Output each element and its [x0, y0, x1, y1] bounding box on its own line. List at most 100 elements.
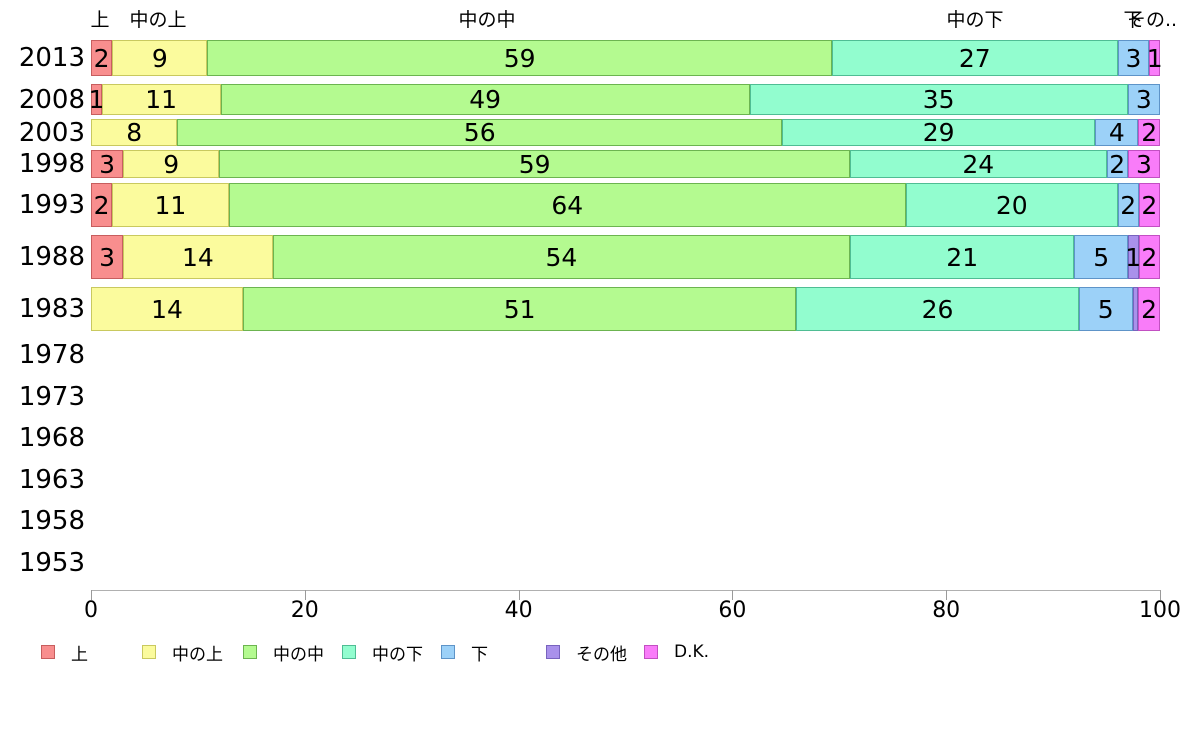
bar-segment: 11 [112, 183, 229, 227]
segment-value-label: 21 [946, 242, 979, 272]
segment-value-label: 24 [962, 149, 995, 179]
segment-value-label: 1 [1146, 43, 1163, 73]
bar-segment [1132, 287, 1139, 331]
segment-value-label: 8 [126, 118, 143, 147]
bar-segment: 1 [1125, 235, 1141, 279]
bar-segment: 14 [123, 235, 273, 279]
segment-value-label: 54 [545, 242, 578, 272]
bar-segment: 2 [1106, 149, 1128, 179]
bar-segment: 35 [749, 84, 1128, 115]
x-axis-line [91, 590, 1160, 591]
legend-swatch [342, 645, 356, 659]
legend-label: 上 [71, 644, 88, 665]
bar-segment: 11 [101, 84, 221, 115]
year-axis-label: 1968 [18, 423, 85, 453]
x-axis-tick-label: 0 [84, 598, 98, 623]
segment-value-label: 9 [151, 43, 168, 73]
x-axis-tick-label: 20 [290, 598, 319, 623]
bar-segment: 14 [91, 287, 243, 331]
bar-segment: 27 [831, 40, 1118, 76]
bar-segment: 2 [1138, 118, 1160, 147]
segment-value-label: 11 [145, 85, 178, 114]
top-category-label: 中の上 [129, 9, 187, 31]
top-category-label: 中の中 [458, 9, 516, 31]
x-axis-tick-label: 40 [504, 598, 533, 623]
segment-value-label: 2 [1141, 190, 1158, 220]
legend-item-中の下: 中の下 [342, 638, 423, 666]
segment-value-label: 5 [1097, 294, 1114, 324]
bar-segment: 3 [1127, 149, 1160, 179]
top-category-label: 下 [1123, 9, 1143, 31]
segment-value-label: 35 [922, 85, 955, 114]
legend-label: D.K. [674, 642, 710, 662]
segment-value-label: 3 [1125, 43, 1142, 73]
segment-value-label: 20 [995, 190, 1028, 220]
segment-value-label: 3 [1135, 149, 1152, 179]
bar-row-1983: 14 51 26 5 2 [91, 287, 1160, 331]
segment-value-label: 59 [503, 43, 536, 73]
segment-value-label: 2 [93, 190, 110, 220]
segment-value-label: 3 [99, 242, 115, 272]
segment-value-label: 56 [463, 118, 496, 147]
legend-swatch [644, 645, 658, 659]
year-axis-label: 1973 [18, 382, 85, 412]
segment-value-label: 2 [93, 43, 110, 73]
legend-swatch [546, 645, 560, 659]
x-axis-tick [946, 590, 948, 600]
top-category-label: 上 [90, 9, 110, 31]
bar-segment: 29 [782, 118, 1096, 147]
bar-segment: 64 [228, 183, 906, 227]
x-axis-tick-label: 60 [718, 598, 747, 623]
segment-value-label: 11 [154, 190, 187, 220]
bar-row-2013: 2 9 59 27 3 1 [91, 40, 1163, 76]
top-category-label: 中の下 [946, 9, 1004, 31]
x-axis-tick [518, 590, 520, 600]
segment-value-label: 64 [551, 190, 584, 220]
segment-value-label: 2 [1120, 190, 1137, 220]
legend-item-上: 上 [41, 638, 88, 666]
year-axis-label: 1983 [18, 294, 85, 324]
legend-item-その他: その他 [546, 638, 627, 666]
bar-segment: 2 [91, 183, 113, 227]
segment-value-label: 59 [518, 149, 551, 179]
year-axis-label: 2003 [18, 118, 85, 148]
legend-item-下: 下 [441, 638, 488, 666]
segment-value-label: 1 [88, 85, 105, 114]
bar-segment: 1 [1146, 40, 1163, 76]
bar-segment: 49 [220, 84, 750, 115]
legend-label: 中の上 [172, 644, 223, 665]
bar-segment: 2 [91, 40, 113, 76]
bar-segment: 59 [207, 40, 832, 76]
top-category-label: その.. [1126, 9, 1178, 31]
bar-segment: 59 [219, 149, 850, 179]
legend-label: その他 [576, 644, 627, 665]
segment-value-label: 49 [469, 85, 502, 114]
x-axis-tick [91, 590, 92, 600]
x-axis-tick [304, 590, 306, 600]
segment-value-label: 2 [1141, 294, 1158, 324]
year-axis-label: 1963 [18, 465, 85, 495]
bar-segment: 3 [1117, 40, 1150, 76]
legend-item-D.K.: D.K. [644, 638, 709, 666]
segment-value-label: 2 [1109, 149, 1126, 179]
year-axis-label: 1993 [18, 190, 85, 220]
legend-item-中の中: 中の中 [243, 638, 324, 666]
bar-row-1998: 3 9 59 24 2 3 [91, 149, 1160, 179]
segment-value-label: 3 [99, 149, 115, 179]
segment-value-label: 2 [1141, 242, 1158, 272]
bar-segment: 5 [1078, 287, 1133, 331]
bar-segment: 26 [796, 287, 1079, 331]
segment-value-label: 26 [921, 294, 954, 324]
year-axis-label: 1998 [18, 149, 85, 179]
x-axis-tick-label: 100 [1139, 598, 1181, 623]
year-axis-label: 1958 [18, 506, 85, 536]
bar-row-2003: 8 56 29 4 2 [91, 118, 1160, 147]
bar-row-2008: 1 11 49 35 3 [88, 84, 1160, 115]
bar-segment: 2 [1117, 183, 1139, 227]
segment-value-label: 9 [163, 149, 180, 179]
segment-value-label: 51 [503, 294, 536, 324]
segment-value-label: 5 [1093, 242, 1110, 272]
segment-value-label: 14 [151, 294, 183, 324]
segment-value-label: 14 [181, 242, 214, 272]
